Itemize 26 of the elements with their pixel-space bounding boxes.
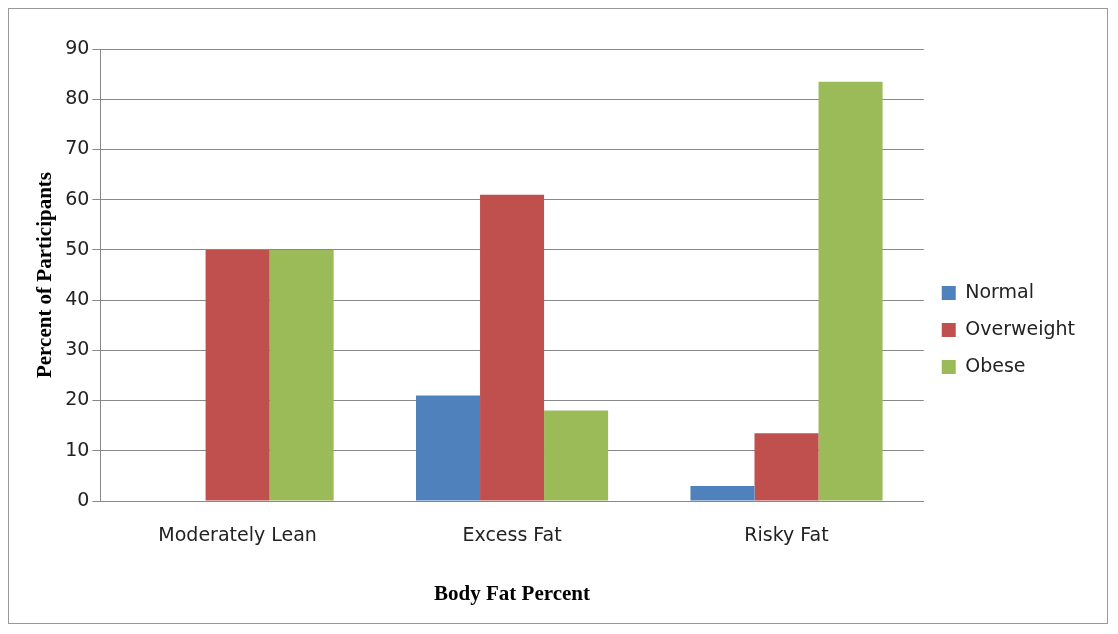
y-tick-label: 20: [65, 387, 90, 410]
y-tick-label: 90: [65, 35, 90, 58]
y-tick-label: 10: [65, 437, 90, 460]
bar: [416, 395, 481, 501]
x-tick-label: Risky Fat: [744, 523, 829, 546]
bar: [544, 410, 609, 501]
y-tick-label: 40: [65, 287, 90, 310]
y-tick-label: 70: [65, 136, 90, 159]
bar: [269, 249, 334, 501]
bar: [690, 485, 755, 501]
x-tick-label: Moderately Lean: [158, 523, 317, 546]
bar: [818, 81, 883, 501]
y-tick-label: 0: [77, 487, 90, 510]
bar: [480, 194, 545, 501]
y-tick-label: 30: [65, 337, 90, 360]
y-tick-label: 50: [65, 236, 90, 259]
x-axis-title: Body Fat Percent: [434, 580, 591, 605]
legend-label: Overweight: [965, 316, 1076, 339]
bar: [205, 249, 270, 501]
bar: [754, 433, 819, 501]
x-tick-label: Excess Fat: [462, 523, 562, 546]
legend-label: Normal: [965, 279, 1034, 302]
y-axis-title: Percent of Participants: [32, 171, 57, 379]
y-tick-label: 60: [65, 186, 90, 209]
y-tick-label: 80: [65, 86, 90, 109]
legend-label: Obese: [965, 353, 1026, 376]
